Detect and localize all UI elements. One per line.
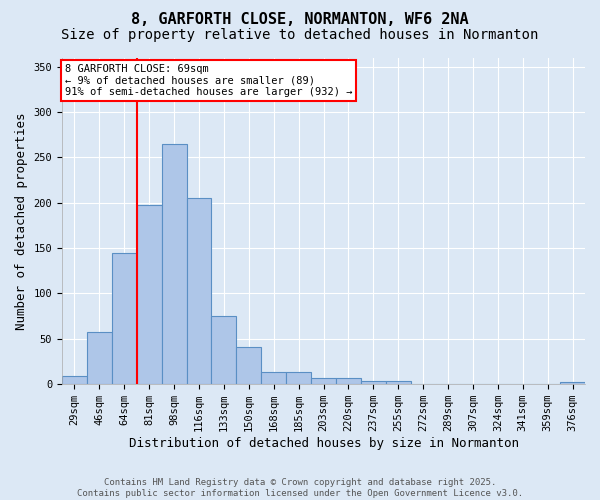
Bar bbox=[286, 372, 311, 384]
Bar bbox=[361, 382, 386, 384]
Text: Size of property relative to detached houses in Normanton: Size of property relative to detached ho… bbox=[61, 28, 539, 42]
Bar bbox=[311, 378, 336, 384]
Bar bbox=[211, 316, 236, 384]
Bar bbox=[261, 372, 286, 384]
Bar bbox=[386, 382, 410, 384]
Bar bbox=[87, 332, 112, 384]
Bar bbox=[62, 376, 87, 384]
Y-axis label: Number of detached properties: Number of detached properties bbox=[15, 112, 28, 330]
X-axis label: Distribution of detached houses by size in Normanton: Distribution of detached houses by size … bbox=[128, 437, 518, 450]
Bar bbox=[560, 382, 585, 384]
Bar bbox=[112, 252, 137, 384]
Bar bbox=[187, 198, 211, 384]
Bar bbox=[161, 144, 187, 384]
Text: 8, GARFORTH CLOSE, NORMANTON, WF6 2NA: 8, GARFORTH CLOSE, NORMANTON, WF6 2NA bbox=[131, 12, 469, 28]
Text: 8 GARFORTH CLOSE: 69sqm
← 9% of detached houses are smaller (89)
91% of semi-det: 8 GARFORTH CLOSE: 69sqm ← 9% of detached… bbox=[65, 64, 352, 97]
Bar bbox=[137, 204, 161, 384]
Bar bbox=[336, 378, 361, 384]
Bar bbox=[236, 347, 261, 384]
Text: Contains HM Land Registry data © Crown copyright and database right 2025.
Contai: Contains HM Land Registry data © Crown c… bbox=[77, 478, 523, 498]
